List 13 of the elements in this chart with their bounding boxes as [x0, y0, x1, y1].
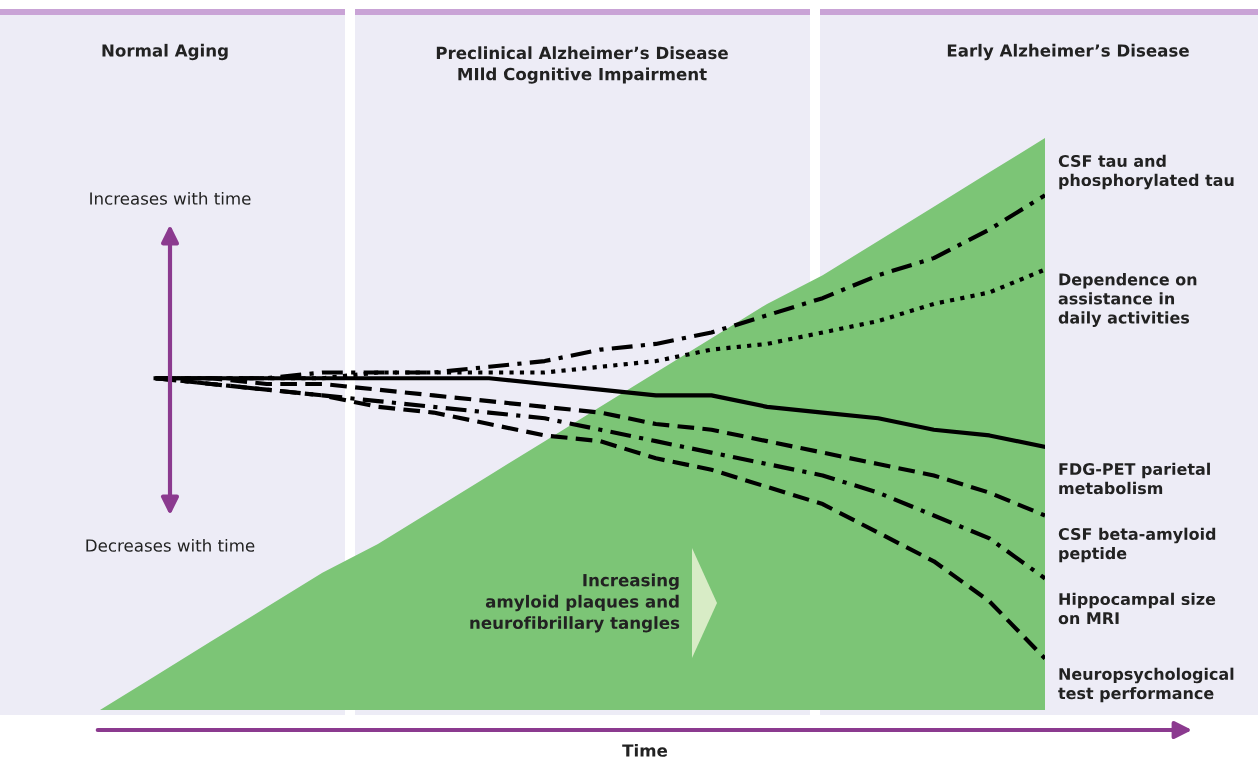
- annotation: Increases with time: [90, 191, 251, 205]
- series-label: FDG-PET parietal metabolism: [1059, 462, 1210, 495]
- series-label: CSF beta-amyloid peptide: [1058, 527, 1216, 563]
- series-label: Neuropsychological test performance: [1058, 667, 1234, 703]
- annotation: Decreases with time: [86, 538, 255, 552]
- series-label: CSF tau and phosphorylated tau: [1058, 154, 1234, 190]
- series-label: Hippocampal size on MRI: [1058, 592, 1216, 625]
- text: Early Alzheimer’s Disease: [947, 43, 1189, 61]
- annotation: Increasing amyloid plaques and neurofibrillary tangles: [470, 573, 680, 633]
- series-label: Dependence on assistance in daily activities: [1058, 273, 1197, 327]
- text: Normal Aging: [102, 43, 228, 61]
- x-axis-title: Time: [622, 743, 668, 757]
- text: Preclinical Alzheimer’s Disease MIld Cognitive Impairment: [436, 46, 728, 84]
